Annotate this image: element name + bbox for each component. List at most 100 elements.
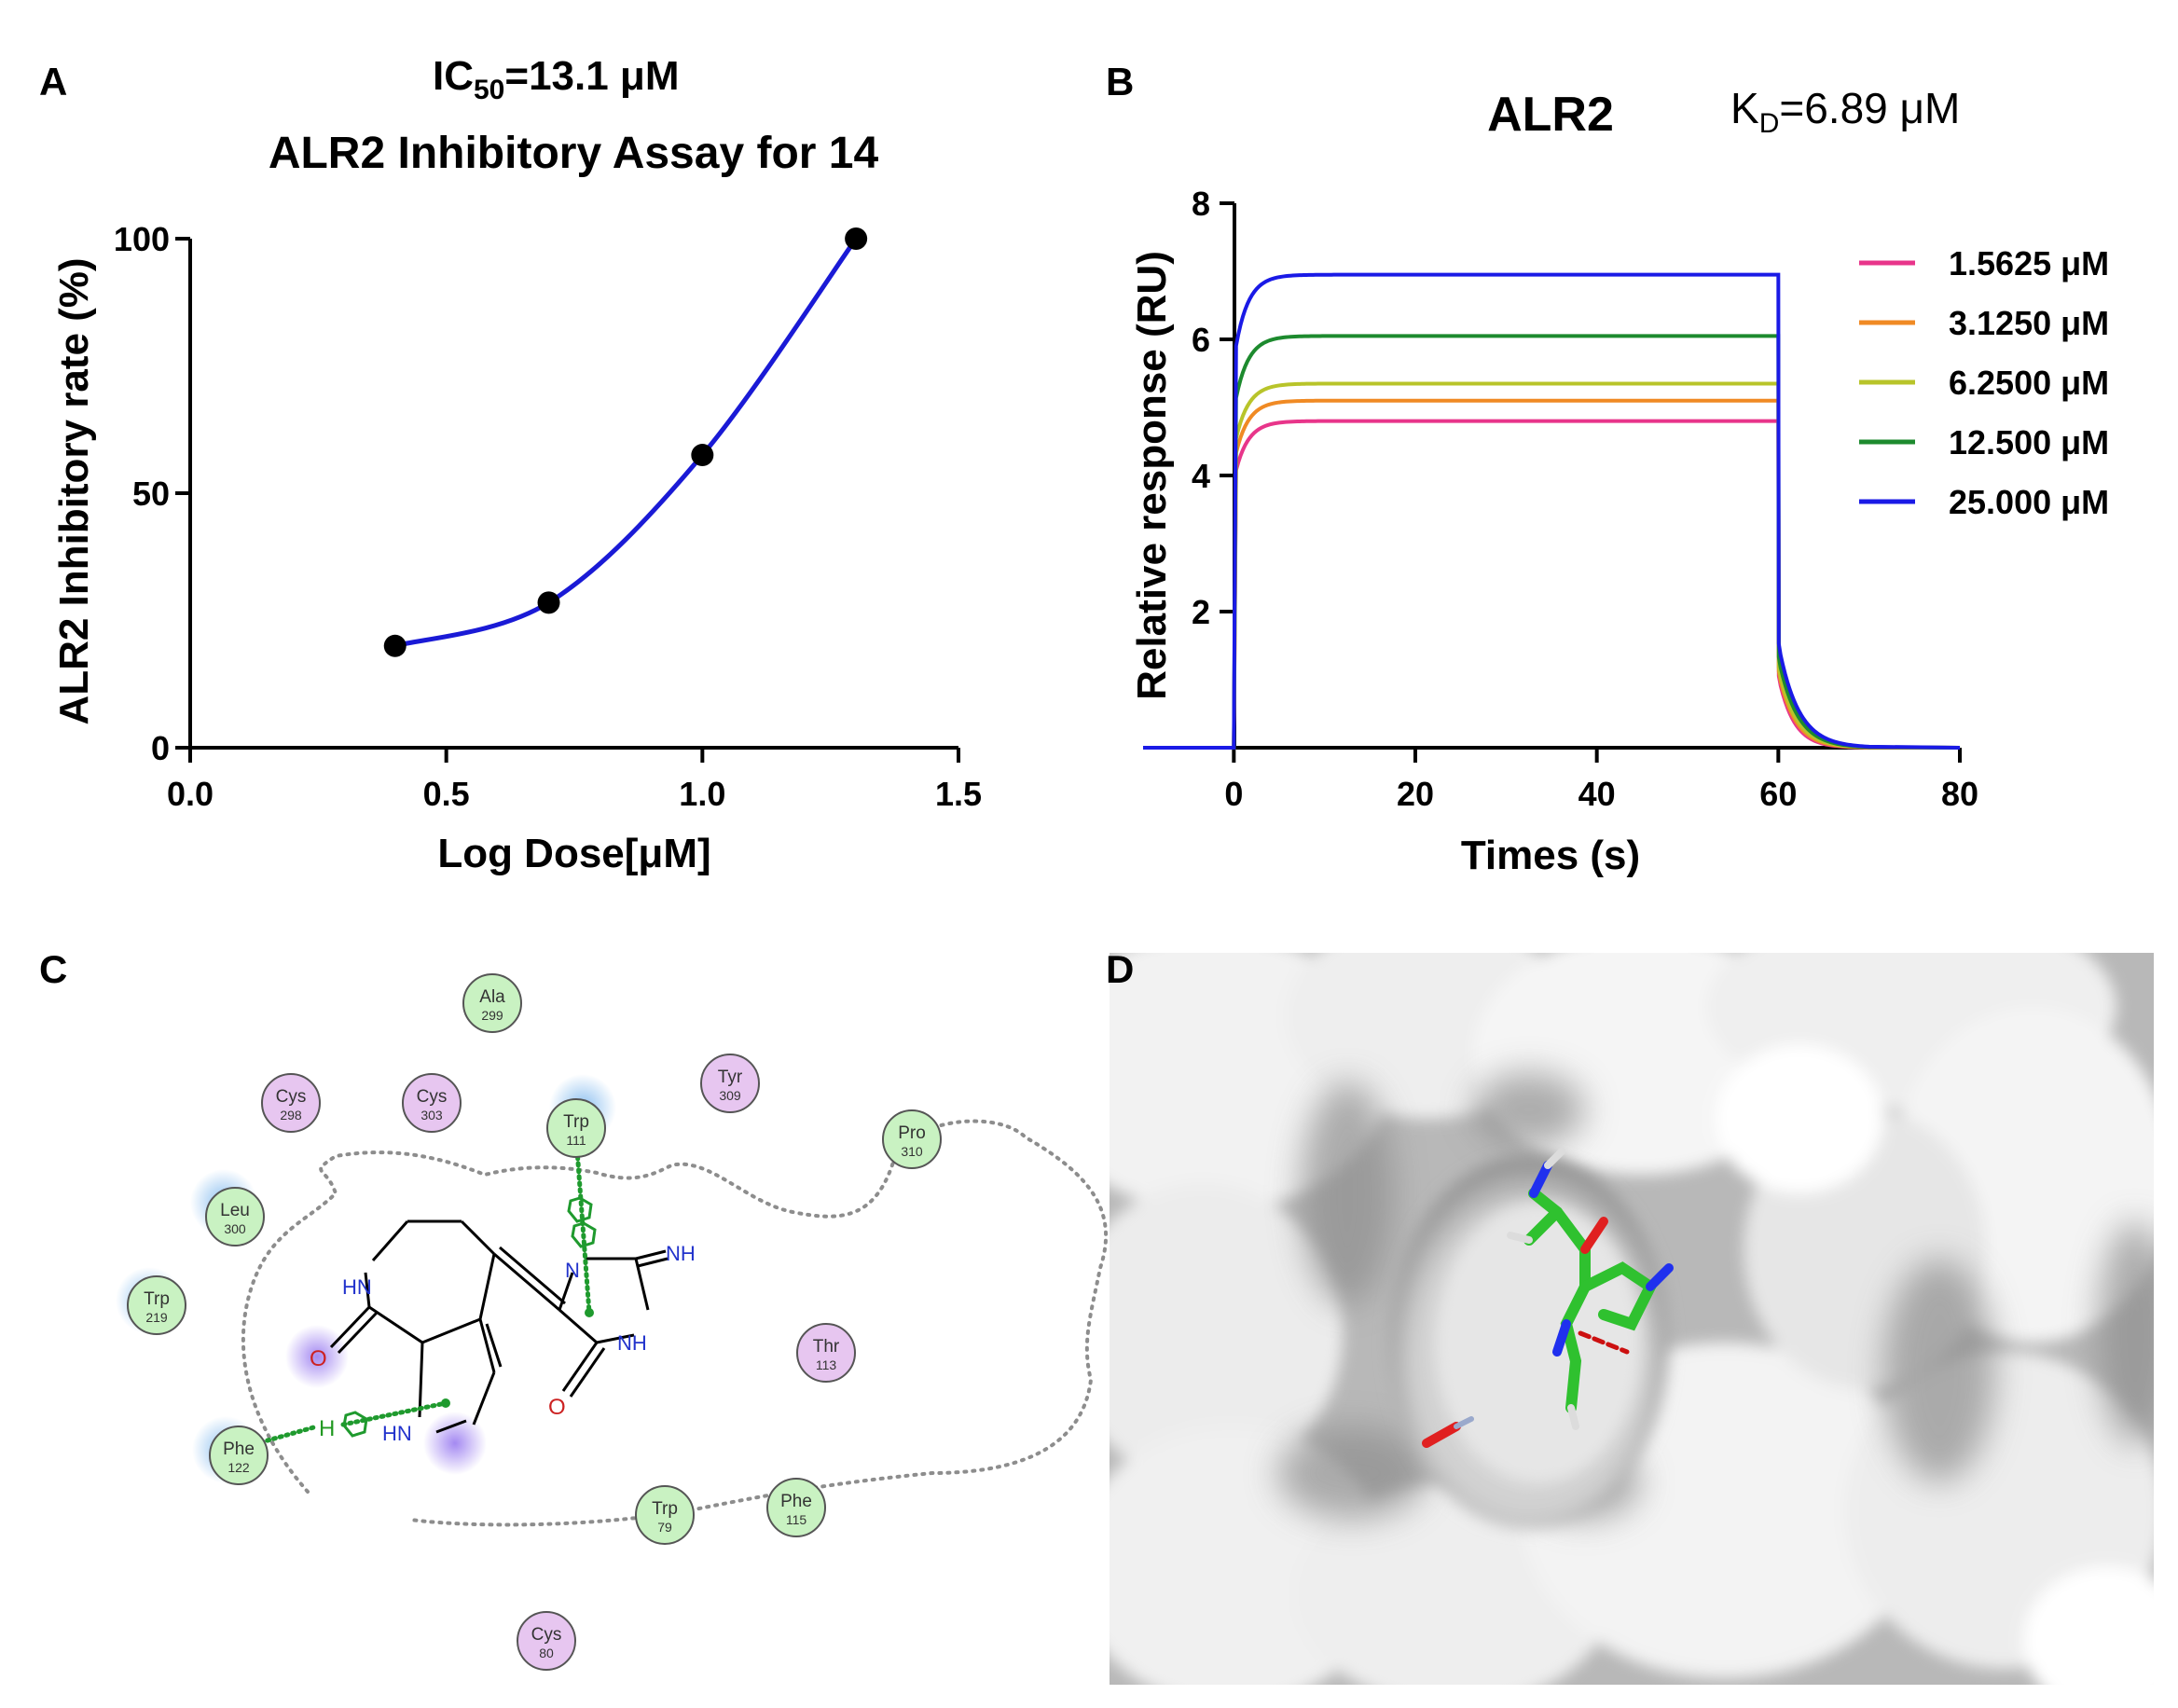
chart-a-plot: 0 50 100 0.0 0.5 1.0 1.5 ALR2 Inhibitory rate… <box>51 220 982 876</box>
pi-interaction-lines <box>258 1135 592 1445</box>
chart-b-ytick-label: 6 <box>1192 321 1210 359</box>
panel-c: C <box>39 947 1109 1671</box>
chart-a-data-point <box>691 444 714 467</box>
chart-b-xlabel: Times (s) <box>1461 833 1640 878</box>
chart-a-ytick-label: 50 <box>132 475 170 513</box>
svg-text:Cys: Cys <box>531 1625 562 1645</box>
chart-b-series-line <box>1143 381 1961 750</box>
chart-b-ytick-label: 4 <box>1192 457 1210 495</box>
svg-text:Ala: Ala <box>479 987 505 1007</box>
svg-text:79: 79 <box>657 1520 672 1535</box>
chart-b-legend-label: 3.1250 μM <box>1949 304 2109 342</box>
svg-text:113: 113 <box>816 1357 837 1372</box>
ligand-exposure-halo <box>285 1325 349 1388</box>
atom-n-imidazole: N <box>565 1259 580 1282</box>
svg-text:Tyr: Tyr <box>718 1068 743 1087</box>
svg-text:299: 299 <box>481 1008 503 1023</box>
chart-b-plot: 2 4 6 8 0 20 40 60 80 1.5625 μM 3.1250 μM 6.2500 … <box>1129 185 2109 878</box>
chart-b-series-line <box>1143 398 1961 750</box>
atom-o-imidazolone: O <box>548 1395 566 1420</box>
pi-centroid-dot <box>585 1308 594 1317</box>
atom-h-pi: H <box>319 1416 335 1441</box>
pi-ring-icons <box>342 1196 597 1438</box>
chart-a-data-point <box>537 591 560 614</box>
chart-a-data-point <box>383 634 407 657</box>
atom-nh-imidazole: NH <box>617 1331 647 1355</box>
panel-b: B ALR2 KD=6.89 μM 2 4 6 8 0 20 40 60 80 1.5625 … <box>1106 60 2109 878</box>
chart-b-series-line <box>1143 272 1961 750</box>
ic50-annotation: IC50=13.1 μM <box>433 53 680 105</box>
svg-text:111: 111 <box>566 1133 586 1148</box>
chart-a-fit-curve <box>394 237 859 649</box>
chart-b-xtick-label: 60 <box>1759 775 1797 813</box>
atom-o-amide: O <box>310 1346 327 1371</box>
svg-text:Cys: Cys <box>276 1087 307 1107</box>
chart-b-series-line <box>1143 419 1961 750</box>
panel-a-letter: A <box>39 60 67 103</box>
panel-c-letter: C <box>39 947 67 991</box>
svg-text:Trp: Trp <box>144 1289 170 1309</box>
svg-text:122: 122 <box>227 1460 250 1475</box>
chart-a-data-point <box>845 227 868 250</box>
svg-text:80: 80 <box>539 1646 554 1660</box>
chart-b-legend-label: 1.5625 μM <box>1949 244 2109 282</box>
svg-text:300: 300 <box>224 1221 246 1236</box>
atom-hn-amide: HN <box>342 1275 372 1299</box>
svg-text:Leu: Leu <box>220 1201 250 1220</box>
chart-a-xtick-label: 0.0 <box>167 775 214 813</box>
panel-d: D <box>1106 947 2154 1685</box>
svg-text:298: 298 <box>280 1108 302 1123</box>
chart-a-xtick-label: 1.5 <box>935 775 982 813</box>
svg-text:Phe: Phe <box>223 1439 255 1459</box>
svg-text:Trp: Trp <box>652 1499 678 1519</box>
chart-a-ytick-label: 0 <box>151 729 170 767</box>
svg-text:Trp: Trp <box>563 1112 589 1132</box>
chart-b-xtick-label: 0 <box>1224 775 1243 813</box>
svg-text:Thr: Thr <box>813 1337 840 1357</box>
chart-a-xtick-label: 1.0 <box>679 775 725 813</box>
svg-text:Cys: Cys <box>417 1087 448 1107</box>
chart-a-ytick-label: 100 <box>114 220 170 258</box>
kd-annotation: KD=6.89 μM <box>1730 84 1960 139</box>
panel-d-letter: D <box>1106 947 1134 991</box>
svg-text:310: 310 <box>901 1144 923 1159</box>
binding-pocket-outline <box>241 1119 1109 1527</box>
protein-surface-render <box>1110 953 2154 1685</box>
chart-b-ytick-label: 2 <box>1192 593 1210 631</box>
chart-b-series-line <box>1143 334 1961 750</box>
chart-a-ylabel: ALR2 Inhibitory rate (%) <box>51 257 97 724</box>
panel-b-letter: B <box>1106 60 1134 103</box>
svg-text:303: 303 <box>420 1108 443 1123</box>
chart-b-ylabel: Relative response (RU) <box>1129 251 1175 700</box>
chart-b-legend-label: 25.000 μM <box>1949 483 2109 521</box>
chart-b-xtick-label: 40 <box>1578 775 1616 813</box>
chart-b-legend-label: 12.500 μM <box>1949 423 2109 461</box>
atom-hn-pyrrole: HN <box>382 1422 412 1445</box>
svg-text:309: 309 <box>719 1088 741 1103</box>
chart-b-xtick-label: 80 <box>1941 775 1978 813</box>
chart-a-xlabel: Log Dose[μM] <box>437 831 710 876</box>
svg-text:Pro: Pro <box>898 1123 926 1143</box>
ligand-structure <box>329 1219 669 1434</box>
atom-nh-imine: NH <box>666 1242 696 1265</box>
panel-a: A IC50=13.1 μM ALR2 Inhibitory Assay for… <box>39 53 982 876</box>
chart-b-xtick-label: 20 <box>1397 775 1434 813</box>
ligand-exposure-halo <box>423 1412 487 1475</box>
chart-b-title: ALR2 <box>1487 88 1614 142</box>
svg-text:219: 219 <box>145 1310 168 1325</box>
svg-text:115: 115 <box>786 1512 807 1527</box>
